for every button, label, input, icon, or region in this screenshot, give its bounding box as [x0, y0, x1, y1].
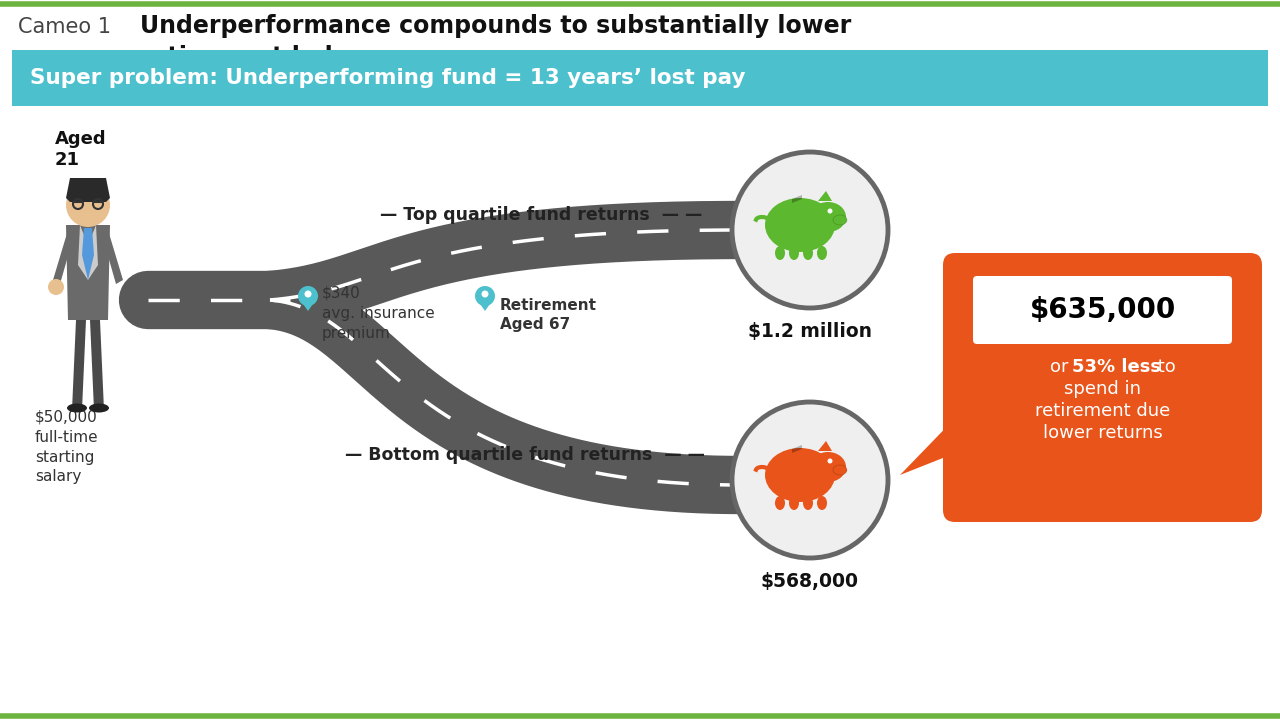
Circle shape [827, 209, 832, 214]
Circle shape [49, 279, 64, 295]
FancyBboxPatch shape [12, 50, 1268, 106]
Ellipse shape [765, 198, 835, 252]
Polygon shape [792, 195, 803, 203]
Polygon shape [82, 228, 93, 280]
Circle shape [732, 402, 888, 558]
Text: $340
avg. insurance
premium: $340 avg. insurance premium [323, 286, 435, 341]
Text: $1.2 million: $1.2 million [748, 322, 872, 341]
Text: Aged
21: Aged 21 [55, 130, 106, 168]
Polygon shape [67, 225, 110, 320]
Text: — Bottom quartile fund returns  — —: — Bottom quartile fund returns — — [346, 446, 705, 464]
Ellipse shape [803, 496, 813, 510]
Polygon shape [477, 301, 492, 311]
Ellipse shape [788, 496, 799, 510]
Text: 53% less: 53% less [1073, 358, 1161, 376]
Ellipse shape [90, 403, 109, 413]
Circle shape [298, 286, 317, 306]
Circle shape [67, 183, 110, 227]
Polygon shape [818, 191, 832, 201]
Ellipse shape [774, 246, 785, 260]
Text: Retirement
Aged 67: Retirement Aged 67 [500, 298, 596, 332]
Circle shape [305, 290, 311, 297]
Polygon shape [90, 320, 104, 410]
Circle shape [481, 290, 489, 297]
Text: Super problem: Underperforming fund = 13 years’ lost pay: Super problem: Underperforming fund = 13… [29, 68, 745, 88]
Circle shape [827, 459, 832, 464]
Polygon shape [900, 410, 963, 475]
Text: spend in: spend in [1064, 380, 1140, 398]
Ellipse shape [817, 496, 827, 510]
FancyBboxPatch shape [943, 253, 1262, 522]
Circle shape [732, 152, 888, 308]
Ellipse shape [833, 215, 847, 225]
Ellipse shape [833, 465, 847, 475]
FancyBboxPatch shape [973, 276, 1231, 344]
Ellipse shape [810, 452, 846, 482]
Polygon shape [301, 301, 315, 311]
Text: $635,000: $635,000 [1029, 296, 1175, 324]
Polygon shape [102, 230, 123, 284]
Ellipse shape [765, 448, 835, 502]
Ellipse shape [817, 246, 827, 260]
Circle shape [475, 286, 495, 306]
Text: $568,000: $568,000 [762, 572, 859, 591]
Text: Underperformance compounds to substantially lower
retirement balances: Underperformance compounds to substantia… [140, 14, 851, 68]
Ellipse shape [774, 496, 785, 510]
Ellipse shape [788, 246, 799, 260]
Ellipse shape [67, 403, 87, 413]
Polygon shape [818, 441, 832, 451]
Text: or: or [1051, 358, 1075, 376]
Ellipse shape [803, 246, 813, 260]
Ellipse shape [810, 202, 846, 232]
Text: — Top quartile fund returns  — —: — Top quartile fund returns — — [380, 206, 703, 224]
Text: lower returns: lower returns [1043, 424, 1162, 442]
Text: Cameo 1: Cameo 1 [18, 17, 111, 37]
Polygon shape [52, 230, 74, 284]
Text: retirement due: retirement due [1034, 402, 1170, 420]
Polygon shape [78, 225, 99, 280]
Text: to: to [1152, 358, 1176, 376]
Polygon shape [67, 178, 110, 202]
Polygon shape [72, 320, 86, 410]
Text: $50,000
full-time
starting
salary: $50,000 full-time starting salary [35, 410, 99, 485]
Polygon shape [792, 445, 803, 453]
